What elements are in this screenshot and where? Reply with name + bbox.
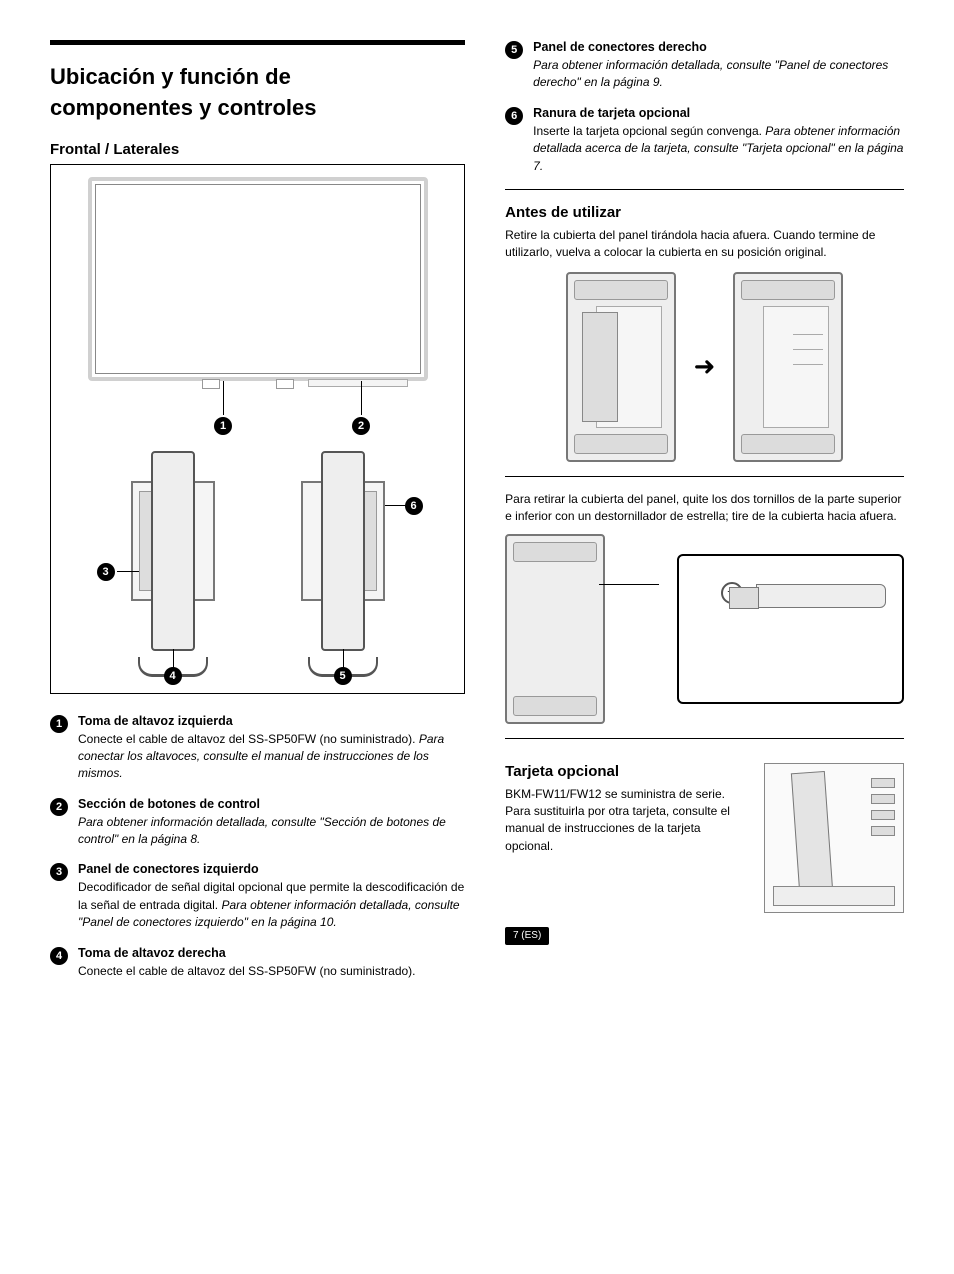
item-desc: Conecte el cable de altavoz del SS-SP50F… bbox=[78, 963, 465, 980]
item-title: Ranura de tarjeta opcional bbox=[533, 106, 904, 120]
divider bbox=[505, 476, 904, 477]
callout-6-icon: 6 bbox=[405, 497, 423, 515]
divider bbox=[505, 189, 904, 190]
num-badge: 6 bbox=[505, 107, 523, 125]
screw-closeup-icon bbox=[677, 554, 904, 704]
panel-cover-illustration: ➜ bbox=[505, 272, 904, 462]
item-2: 2 Sección de botones de control Para obt… bbox=[50, 797, 465, 849]
item-desc: Para obtener información detallada, cons… bbox=[533, 57, 904, 92]
num-badge: 5 bbox=[505, 41, 523, 59]
callout-2-icon: 2 bbox=[352, 417, 370, 435]
callout-3-icon: 3 bbox=[97, 563, 115, 581]
panel-note-body: Retire la cubierta del panel tirándola h… bbox=[505, 227, 904, 262]
num-badge: 1 bbox=[50, 715, 68, 733]
hero-illustration: 1 2 3 4 bbox=[50, 164, 465, 694]
tv-front-icon bbox=[88, 177, 428, 381]
item-4: 4 Toma de altavoz derecha Conecte el cab… bbox=[50, 946, 465, 980]
callout-4-icon: 4 bbox=[164, 667, 182, 685]
screw-illustration bbox=[505, 534, 904, 724]
item-desc: Decodificador de señal digital opcional … bbox=[78, 879, 465, 931]
item-desc: Para obtener información detallada, cons… bbox=[78, 814, 465, 849]
item-6: 6 Ranura de tarjeta opcional Inserte la … bbox=[505, 106, 904, 175]
divider bbox=[505, 738, 904, 739]
panel-open-icon bbox=[733, 272, 843, 462]
item-title: Toma de altavoz derecha bbox=[78, 946, 465, 960]
item-desc: Conecte el cable de altavoz del SS-SP50F… bbox=[78, 731, 465, 783]
num-badge: 2 bbox=[50, 798, 68, 816]
heavy-rule bbox=[50, 40, 465, 45]
panel-closed-icon bbox=[566, 272, 676, 462]
page-title-a: Ubicación y función de bbox=[50, 63, 465, 91]
item-title: Panel de conectores izquierdo bbox=[78, 862, 465, 876]
page-title-b: componentes y controles bbox=[50, 95, 465, 121]
option-body: BKM-FW11/FW12 se suministra de serie. Pa… bbox=[505, 786, 748, 856]
callout-5-icon: 5 bbox=[334, 667, 352, 685]
side-right-icon: 6 5 bbox=[273, 451, 413, 681]
item-title: Sección de botones de control bbox=[78, 797, 465, 811]
side-left-icon: 3 4 bbox=[103, 451, 243, 681]
page-number-badge: 7 (ES) bbox=[505, 927, 549, 945]
item-3: 3 Panel de conectores izquierdo Decodifi… bbox=[50, 862, 465, 931]
num-badge: 3 bbox=[50, 863, 68, 881]
option-title: Tarjeta opcional bbox=[505, 763, 748, 780]
item-desc: Inserte la tarjeta opcional según conven… bbox=[533, 123, 904, 175]
screw-note: Para retirar la cubierta del panel, quit… bbox=[505, 491, 904, 526]
item-title: Panel de conectores derecho bbox=[533, 40, 904, 54]
callout-1-icon: 1 bbox=[214, 417, 232, 435]
item-1: 1 Toma de altavoz izquierda Conecte el c… bbox=[50, 714, 465, 783]
num-badge: 4 bbox=[50, 947, 68, 965]
item-5: 5 Panel de conectores derecho Para obten… bbox=[505, 40, 904, 92]
item-title: Toma de altavoz izquierda bbox=[78, 714, 465, 728]
option-board-icon bbox=[764, 763, 904, 913]
section-front: Frontal / Laterales bbox=[50, 141, 465, 158]
panel-side-icon bbox=[505, 534, 605, 724]
panel-note-title: Antes de utilizar bbox=[505, 204, 904, 221]
arrow-right-icon: ➜ bbox=[694, 351, 716, 382]
